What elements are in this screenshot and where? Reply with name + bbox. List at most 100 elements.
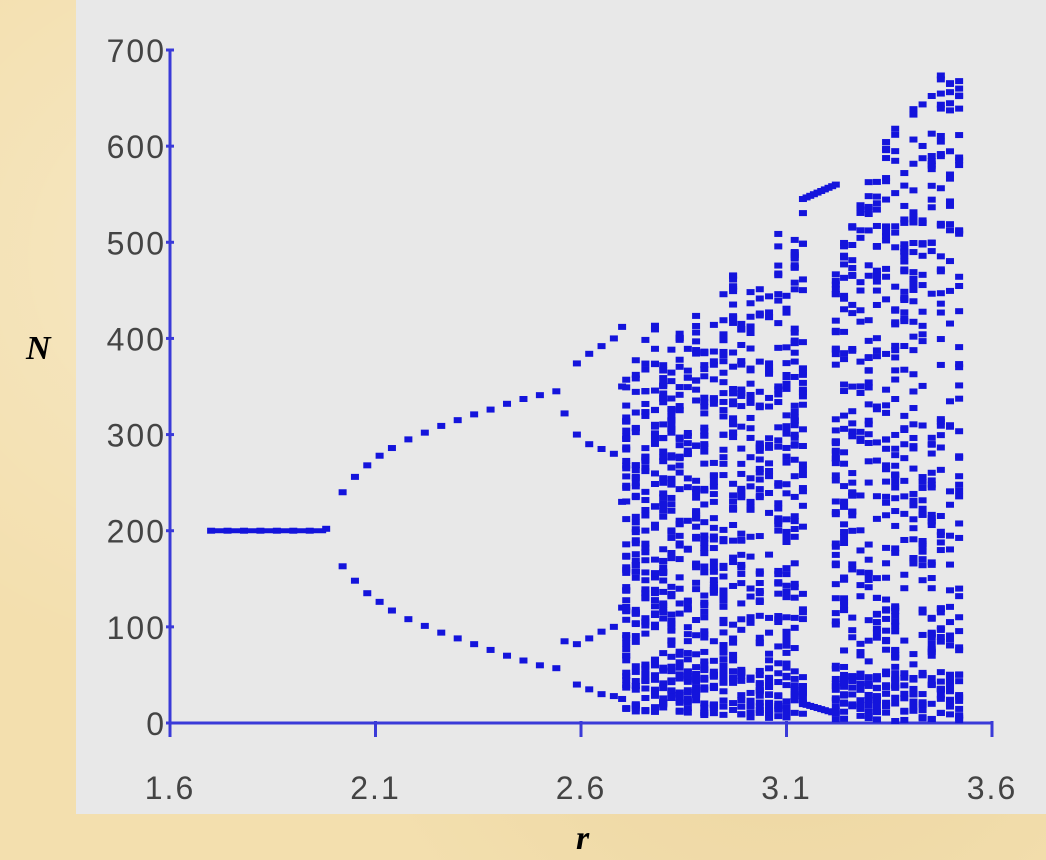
chaos-point bbox=[927, 469, 936, 476]
chaos-point bbox=[641, 409, 650, 416]
chaos-point bbox=[683, 345, 692, 352]
chaos-point bbox=[782, 528, 791, 535]
chaos-point bbox=[864, 440, 873, 447]
chaos-point bbox=[719, 620, 728, 627]
chaos-point bbox=[831, 449, 840, 456]
chaos-point bbox=[927, 561, 936, 568]
chaos-point bbox=[891, 545, 900, 552]
chaos-point bbox=[900, 268, 909, 275]
chaos-point bbox=[737, 320, 746, 327]
chaos-point bbox=[831, 686, 840, 693]
chaos-point bbox=[641, 595, 650, 602]
chaos-point bbox=[719, 291, 728, 298]
chaos-point bbox=[709, 564, 718, 571]
chaos-point bbox=[900, 182, 909, 189]
chaos-point bbox=[719, 526, 728, 533]
chaos-point bbox=[936, 151, 945, 158]
chaos-point bbox=[882, 196, 891, 203]
chaos-point bbox=[840, 699, 849, 706]
chaos-point bbox=[755, 469, 764, 476]
chaos-point bbox=[719, 667, 728, 674]
chaos-point bbox=[729, 273, 738, 280]
chaos-point bbox=[798, 690, 807, 697]
chaos-point bbox=[659, 602, 668, 609]
chaos-point bbox=[955, 395, 964, 402]
chaos-point bbox=[955, 78, 964, 85]
chaos-point bbox=[641, 488, 650, 495]
chaos-point bbox=[782, 360, 791, 367]
chaos-point bbox=[659, 513, 668, 520]
chaos-point bbox=[737, 551, 746, 558]
chaos-point bbox=[900, 455, 909, 462]
chaos-point bbox=[709, 703, 718, 710]
chaos-point bbox=[700, 485, 709, 492]
chaos-point bbox=[936, 253, 945, 260]
chaos-point bbox=[864, 674, 873, 681]
chaos-point bbox=[882, 462, 891, 469]
chaos-point bbox=[641, 544, 650, 551]
chaos-point bbox=[882, 237, 891, 244]
chaos-point bbox=[848, 508, 857, 515]
chaos-point bbox=[719, 398, 728, 405]
chaos-point bbox=[659, 558, 668, 565]
chaos-point bbox=[882, 493, 891, 500]
chaos-point bbox=[955, 697, 964, 704]
chaos-point bbox=[840, 692, 849, 699]
data-point bbox=[375, 598, 384, 605]
chaos-point bbox=[782, 704, 791, 711]
chaos-point bbox=[683, 475, 692, 482]
chaos-point bbox=[650, 423, 659, 430]
chaos-point bbox=[927, 204, 936, 211]
chaos-point bbox=[659, 699, 668, 706]
chaos-point bbox=[790, 431, 799, 438]
chaos-point bbox=[692, 523, 701, 530]
chaos-point bbox=[683, 374, 692, 381]
chaos-point bbox=[831, 498, 840, 505]
chaos-point bbox=[667, 452, 676, 459]
chaos-point bbox=[900, 309, 909, 316]
chaos-point bbox=[909, 347, 918, 354]
chaos-point bbox=[882, 615, 891, 622]
chaos-point bbox=[790, 456, 799, 463]
chaos-point bbox=[659, 588, 668, 595]
chaos-point bbox=[927, 248, 936, 255]
data-point bbox=[597, 628, 606, 635]
chaos-point bbox=[667, 624, 676, 631]
chaos-point bbox=[891, 683, 900, 690]
chaos-point bbox=[774, 670, 783, 677]
chaos-point bbox=[692, 560, 701, 567]
chaos-point bbox=[631, 551, 640, 558]
chaos-point bbox=[927, 477, 936, 484]
chaos-point bbox=[692, 664, 701, 671]
chaos-point bbox=[650, 440, 659, 447]
chaos-point bbox=[700, 599, 709, 606]
chaos-point bbox=[692, 579, 701, 586]
chaos-point bbox=[945, 488, 954, 495]
chaos-point bbox=[945, 100, 954, 107]
chaos-point bbox=[918, 322, 927, 329]
data-point bbox=[420, 429, 429, 436]
chaos-point bbox=[765, 629, 774, 636]
chaos-point bbox=[746, 697, 755, 704]
data-point bbox=[597, 445, 606, 452]
chaos-point bbox=[675, 532, 684, 539]
chaos-point bbox=[675, 406, 684, 413]
chaos-point bbox=[700, 519, 709, 526]
chaos-point bbox=[891, 306, 900, 313]
chaos-point bbox=[782, 642, 791, 649]
chaos-point bbox=[650, 574, 659, 581]
chaos-point bbox=[927, 716, 936, 723]
chaos-point bbox=[782, 594, 791, 601]
chaos-point bbox=[659, 685, 668, 692]
chaos-point bbox=[882, 478, 891, 485]
chaos-point bbox=[719, 677, 728, 684]
bifurcation-chart: 1.6 2.1 2.6 3.1 3.6 700 600 500 400 300 200 100 0 bbox=[107, 33, 1016, 806]
chaos-point bbox=[709, 672, 718, 679]
chaos-point bbox=[683, 440, 692, 447]
chaos-point bbox=[650, 436, 659, 443]
chaos-point bbox=[856, 205, 865, 212]
chaos-point bbox=[683, 687, 692, 694]
chaos-point bbox=[631, 483, 640, 490]
chaos-point bbox=[746, 614, 755, 621]
chaos-point bbox=[631, 621, 640, 628]
